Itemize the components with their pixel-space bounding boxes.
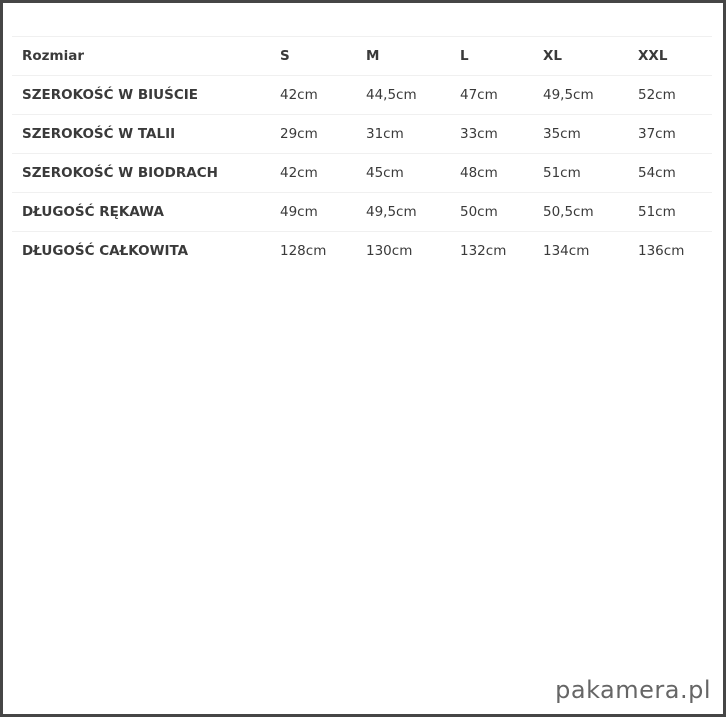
row-label: DŁUGOŚĆ CAŁKOWITA xyxy=(12,231,280,270)
header-cell: L xyxy=(460,36,543,76)
cell-value: 42cm xyxy=(280,153,366,193)
cell-value: 128cm xyxy=(280,231,366,270)
row-label: DŁUGOŚĆ RĘKAWA xyxy=(12,192,280,232)
cell-value: 33cm xyxy=(460,114,543,154)
pakamera-logo: pakamera.pl xyxy=(555,676,711,704)
table-header-row: Rozmiar S M L XL XXL xyxy=(12,36,712,76)
size-table: Rozmiar S M L XL XXL SZEROKOŚĆ W BIUŚCIE… xyxy=(12,36,712,270)
cell-value: 50,5cm xyxy=(543,192,638,232)
cell-value: 134cm xyxy=(543,231,638,270)
cell-value: 29cm xyxy=(280,114,366,154)
cell-value: 45cm xyxy=(366,153,460,193)
cell-value: 50cm xyxy=(460,192,543,232)
table-row: SZEROKOŚĆ W BIUŚCIE 42cm 44,5cm 47cm 49,5cm 5… xyxy=(12,75,712,115)
cell-value: 44,5cm xyxy=(366,75,460,115)
cell-value: 48cm xyxy=(460,153,543,193)
header-cell: XXL xyxy=(638,36,712,76)
table-row: DŁUGOŚĆ CAŁKOWITA 128cm 130cm 132cm 134cm 136… xyxy=(12,231,712,270)
cell-value: 51cm xyxy=(638,192,712,232)
row-label: SZEROKOŚĆ W BIODRACH xyxy=(12,153,280,193)
cell-value: 51cm xyxy=(543,153,638,193)
table-row: SZEROKOŚĆ W TALII 29cm 31cm 33cm 35cm 37cm xyxy=(12,114,712,154)
table-row: DŁUGOŚĆ RĘKAWA 49cm 49,5cm 50cm 50,5cm 51cm xyxy=(12,192,712,232)
header-cell: Rozmiar xyxy=(12,36,280,76)
header-cell: M xyxy=(366,36,460,76)
row-label: SZEROKOŚĆ W TALII xyxy=(12,114,280,154)
cell-value: 136cm xyxy=(638,231,712,270)
cell-value: 49cm xyxy=(280,192,366,232)
cell-value: 42cm xyxy=(280,75,366,115)
header-cell: S xyxy=(280,36,366,76)
header-cell: XL xyxy=(543,36,638,76)
table-row: SZEROKOŚĆ W BIODRACH 42cm 45cm 48cm 51cm 54cm xyxy=(12,153,712,193)
cell-value: 49,5cm xyxy=(543,75,638,115)
cell-value: 35cm xyxy=(543,114,638,154)
cell-value: 54cm xyxy=(638,153,712,193)
cell-value: 37cm xyxy=(638,114,712,154)
cell-value: 130cm xyxy=(366,231,460,270)
cell-value: 52cm xyxy=(638,75,712,115)
cell-value: 47cm xyxy=(460,75,543,115)
cell-value: 132cm xyxy=(460,231,543,270)
cell-value: 31cm xyxy=(366,114,460,154)
cell-value: 49,5cm xyxy=(366,192,460,232)
row-label: SZEROKOŚĆ W BIUŚCIE xyxy=(12,75,280,115)
